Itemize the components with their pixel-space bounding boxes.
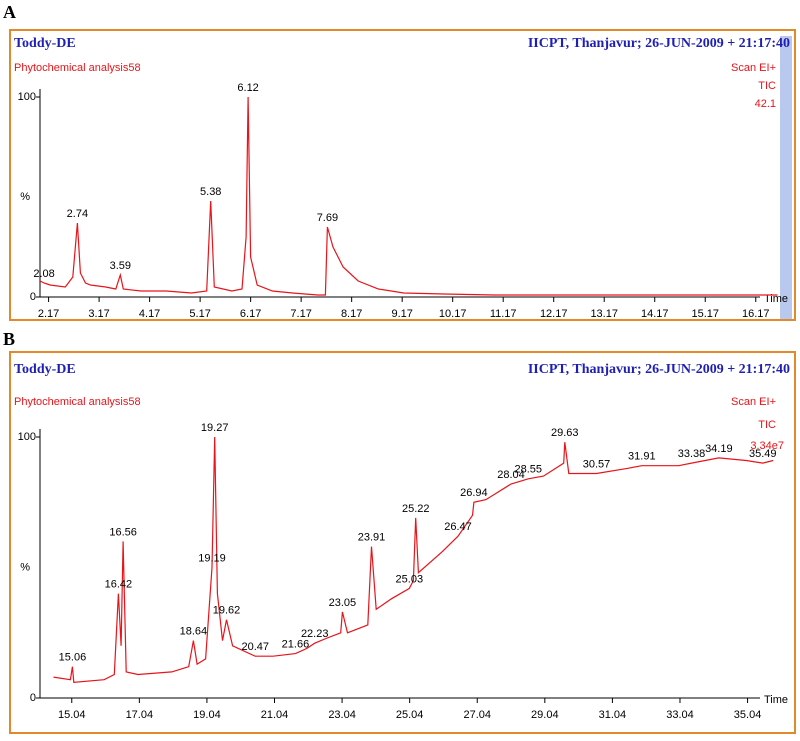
panel-label: B — [3, 329, 15, 349]
peak-label: 26.94 — [460, 487, 488, 499]
scan: Scan EI+ — [731, 62, 776, 74]
subtitle: IICPT, Thanjavur; 26-JUN-2009 + 21:17:40 — [528, 36, 790, 51]
peak-label: 28.04 — [497, 469, 525, 481]
peak-label: 33.38 — [678, 448, 706, 460]
title: Toddy-DE — [14, 36, 76, 51]
peak-label: 25.22 — [402, 503, 430, 515]
x-tick-label: 11.17 — [490, 308, 517, 320]
x-tick-label: 29.04 — [531, 709, 559, 721]
peak-label: 5.38 — [200, 186, 221, 198]
peak-label: 23.05 — [329, 597, 357, 609]
peak-label: 23.91 — [358, 532, 386, 544]
trace-name: TIC — [758, 80, 776, 92]
x-tick-label: 3.17 — [88, 308, 109, 320]
x-axis-label: Time — [764, 293, 788, 305]
intensity: 3.34e7 — [750, 440, 784, 452]
peak-label: 20.47 — [241, 641, 269, 653]
scrollbar — [780, 36, 792, 319]
peak-label: 6.12 — [237, 82, 258, 94]
x-tick-label: 5.17 — [189, 308, 210, 320]
trace-line — [39, 96, 778, 296]
x-tick-label: 2.17 — [38, 308, 59, 320]
x-tick-label: 10.17 — [439, 308, 467, 320]
x-tick-label: 12.17 — [540, 308, 568, 320]
x-tick-label: 4.17 — [139, 308, 160, 320]
x-tick-label: 14.17 — [641, 308, 669, 320]
peak-label: 18.64 — [180, 625, 208, 637]
peak-label: 26.47 — [444, 521, 472, 533]
peak-label: 29.63 — [551, 427, 579, 439]
peak-label: 28.55 — [514, 464, 542, 476]
y-axis-label: % — [20, 561, 30, 573]
x-tick-label: 17.04 — [126, 709, 154, 721]
x-tick-label: 6.17 — [240, 308, 261, 320]
scan: Scan EI+ — [731, 396, 776, 408]
intensity: 42.1 — [755, 98, 776, 110]
peak-label: 2.08 — [33, 268, 54, 280]
peak-label: 16.42 — [105, 579, 133, 591]
x-tick-label: 16.17 — [742, 308, 770, 320]
x-tick-label: 33.04 — [666, 709, 694, 721]
y-tick-label: 100 — [18, 91, 36, 103]
peak-label: 30.57 — [583, 458, 611, 470]
peak-label: 25.03 — [396, 573, 424, 585]
trace-line — [53, 436, 774, 683]
method: Phytochemical analysis58 — [14, 396, 141, 408]
x-tick-label: 21.04 — [261, 709, 289, 721]
peak-label: 2.74 — [67, 208, 88, 220]
y-tick-label: 0 — [30, 291, 36, 303]
peak-label: 22.23 — [301, 628, 329, 640]
subtitle: IICPT, Thanjavur; 26-JUN-2009 + 21:17:40 — [528, 362, 790, 377]
x-tick-label: 31.04 — [599, 709, 627, 721]
x-tick-label: 9.17 — [391, 308, 412, 320]
y-axis-label: % — [20, 191, 30, 203]
peak-label: 35.49 — [749, 448, 777, 460]
y-tick-label: 100 — [18, 431, 36, 443]
peak-label: 21.66 — [282, 639, 310, 651]
x-tick-label: 15.04 — [58, 709, 86, 721]
panel-frame — [9, 351, 796, 734]
peak-label: 31.91 — [628, 451, 656, 463]
method: Phytochemical analysis58 — [14, 62, 141, 74]
peak-label: 3.59 — [110, 260, 131, 272]
x-tick-label: 8.17 — [341, 308, 362, 320]
x-tick-label: 7.17 — [290, 308, 311, 320]
peak-label: 15.06 — [59, 652, 87, 664]
peak-label: 19.19 — [198, 552, 226, 564]
peak-label: 19.27 — [201, 422, 229, 434]
x-tick-label: 23.04 — [328, 709, 356, 721]
x-tick-label: 35.04 — [734, 709, 762, 721]
peak-label: 19.62 — [213, 605, 241, 617]
x-tick-label: 27.04 — [463, 709, 491, 721]
panel-label: A — [3, 2, 16, 22]
y-tick-label: 0 — [30, 692, 36, 704]
trace-name: TIC — [758, 419, 776, 431]
panel-frame — [9, 29, 796, 321]
x-axis-label: Time — [764, 694, 788, 706]
peak-label: 7.69 — [317, 212, 338, 224]
peak-label: 34.19 — [705, 443, 733, 455]
x-tick-label: 25.04 — [396, 709, 424, 721]
x-tick-label: 19.04 — [193, 709, 221, 721]
x-tick-label: 13.17 — [590, 308, 618, 320]
peak-label: 16.56 — [109, 526, 137, 538]
x-tick-label: 15.17 — [691, 308, 719, 320]
title: Toddy-DE — [14, 362, 76, 377]
